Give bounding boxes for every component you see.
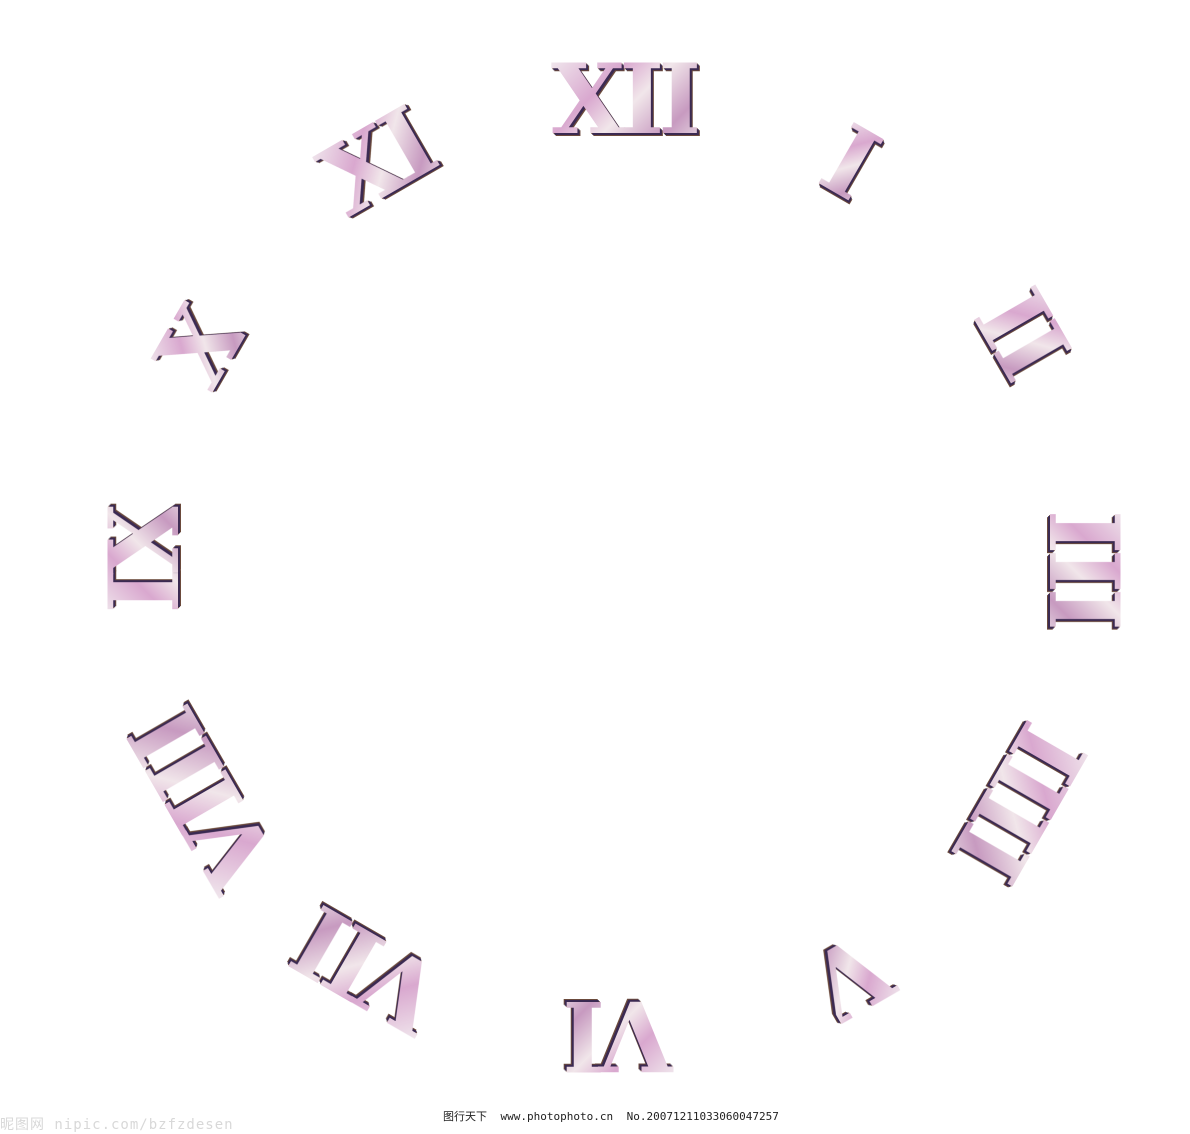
watermark-footer: 昵图网 nipic.com/bzfzdesen 图行天下 www.photoph… [0,1106,1190,1133]
numeral-ix-text: IX [88,506,201,614]
numeral-vii-text: VII [278,884,462,1056]
image-number: No.20071211033060047257 [626,1110,779,1123]
right-watermark: 图行天下 www.photophoto.cn No.20071211033060… [443,1108,789,1124]
numeral-vi-text: VI [566,979,674,1092]
numeral-i-text: I [803,102,894,221]
numeral-ii-text: II [952,270,1089,395]
numeral-iii-text: III [1027,509,1140,627]
numeral-x-text: X [133,289,266,406]
numeral-iiii-text: IIII [931,704,1108,896]
numeral-xi-text: XI [301,86,452,239]
site-name: 图行天下 [443,1110,487,1123]
numeral-v-text: V [794,909,911,1042]
numeral-xii-text: XII [550,43,703,156]
site-url: www.photophoto.cn [500,1110,614,1123]
left-watermark: 昵图网 nipic.com/bzfzdesen [0,1117,234,1133]
